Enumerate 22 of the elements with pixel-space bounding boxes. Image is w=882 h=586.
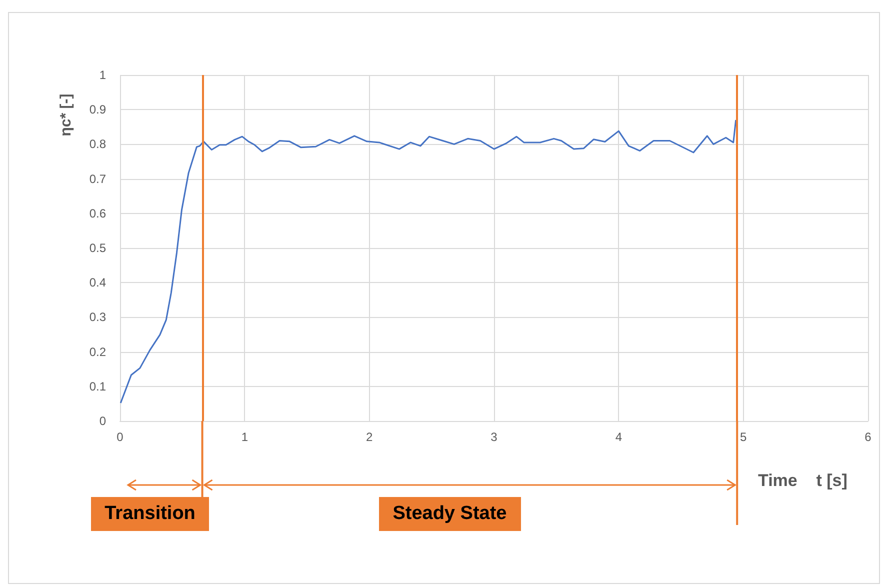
y-tick-label: 0.8 bbox=[89, 137, 106, 152]
x-tick-label: 2 bbox=[366, 430, 373, 444]
x-tick-label: 0 bbox=[116, 430, 124, 444]
y-tick-label: 0.2 bbox=[89, 344, 106, 359]
x-tick-label: 6 bbox=[864, 430, 872, 444]
y-tick-label: 0.6 bbox=[89, 206, 106, 220]
y-tick-label: 0.4 bbox=[89, 276, 106, 290]
x-tick-label: 1 bbox=[241, 430, 248, 444]
x-tick-label: 3 bbox=[490, 430, 498, 444]
y-tick-label: 1 bbox=[99, 68, 106, 82]
x-tick-label: 5 bbox=[740, 430, 747, 444]
y-tick-label: 0 bbox=[99, 414, 106, 428]
y-tick-label: 0.1 bbox=[89, 379, 106, 394]
y-tick-label: 0.9 bbox=[89, 102, 106, 117]
x-axis-title: Time t [s] bbox=[758, 471, 848, 490]
y-tick-label: 0.5 bbox=[89, 241, 106, 255]
x-tick-label: 4 bbox=[615, 430, 622, 444]
y-axis-title: ηc* [-] bbox=[58, 94, 74, 136]
text: Transition bbox=[90, 497, 210, 531]
y-tick-label: 0.3 bbox=[89, 310, 106, 324]
y-tick-label: 0.7 bbox=[89, 172, 106, 186]
text: Steady State bbox=[378, 497, 521, 531]
